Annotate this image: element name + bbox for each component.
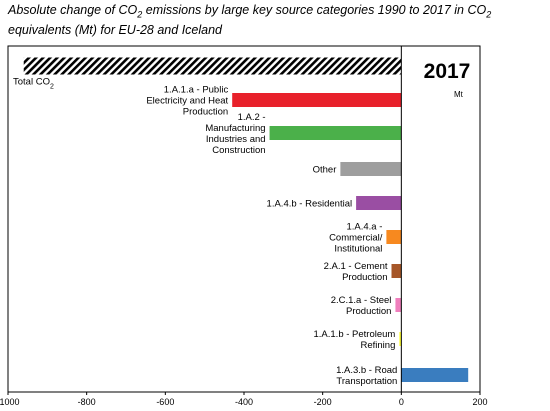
unit-label: Mt xyxy=(454,90,464,99)
x-tick-label-3: -400 xyxy=(235,397,253,407)
year-label: 2017 xyxy=(424,60,471,83)
category-label-0: Total CO2 xyxy=(13,77,54,91)
x-tick-label-4: -200 xyxy=(314,397,332,407)
bar-6 xyxy=(391,264,402,278)
bar-9 xyxy=(401,368,469,382)
category-label-4: 1.A.4.b - Residential xyxy=(267,199,353,210)
bar-7 xyxy=(395,298,402,312)
x-tick-label-0: -1000 xyxy=(0,397,20,407)
category-label-9: 1.A.3.b - Road Transportation xyxy=(336,365,397,387)
category-label-5: 1.A.4.a -Commercial/Institutional xyxy=(329,222,383,255)
x-tick-label-5: 0 xyxy=(399,397,404,407)
x-tick-label-6: 200 xyxy=(472,397,487,407)
bar-1 xyxy=(232,93,402,107)
category-label-2: 1.A.2 -Manufacturing Industries and Constr… xyxy=(205,112,265,156)
x-tick-label-2: -600 xyxy=(156,397,174,407)
bar-2 xyxy=(269,126,402,140)
chart-title: Absolute change of CO2 emissions by larg… xyxy=(8,3,492,37)
bar-4 xyxy=(356,196,402,210)
category-label-7: 2.C.1.a - Steel Production xyxy=(331,295,392,317)
category-label-6: 2.A.1 - Cement Production xyxy=(324,261,388,283)
category-label-3: Other xyxy=(313,165,337,176)
category-label-8: 1.A.1.b - Petroleum Refining xyxy=(314,329,396,351)
bar-3 xyxy=(340,162,402,176)
category-label-1: 1.A.1.a - Public Electricity and Heat Prod… xyxy=(146,85,228,118)
bar-5 xyxy=(386,230,402,244)
bar-0 xyxy=(23,57,402,75)
x-tick-label-1: -800 xyxy=(78,397,96,407)
bar-8 xyxy=(399,332,402,346)
